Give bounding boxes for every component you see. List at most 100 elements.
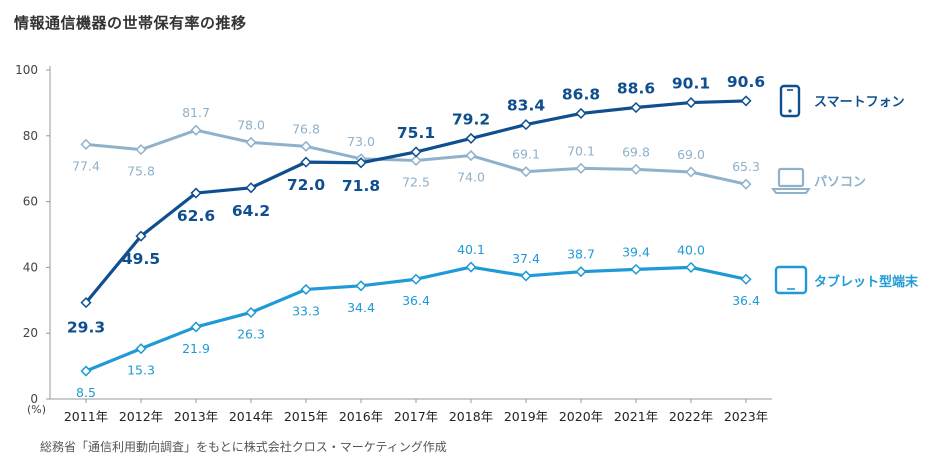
x-tick-label: 2018年 (449, 409, 493, 424)
data-label-pc: 81.7 (182, 105, 210, 120)
data-point-pc (135, 144, 147, 156)
data-point-tablet (190, 321, 202, 333)
data-point-pc (685, 166, 697, 178)
data-point-tablet (575, 266, 587, 278)
data-label-tablet: 34.4 (347, 300, 375, 315)
data-label-smartphone: 75.1 (397, 124, 435, 142)
x-tick-label: 2019年 (504, 409, 548, 424)
tablet-icon (774, 265, 808, 295)
data-point-tablet (465, 261, 477, 273)
y-tick-label: 40 (23, 260, 38, 274)
data-point-tablet (80, 365, 92, 377)
data-label-smartphone: 71.8 (342, 177, 380, 195)
x-tick-label: 2016年 (339, 409, 383, 424)
data-point-tablet (685, 261, 697, 273)
data-point-tablet (135, 343, 147, 355)
data-point-tablet (355, 280, 367, 292)
x-tick-label: 2021年 (614, 409, 658, 424)
data-label-smartphone: 72.0 (287, 176, 325, 194)
data-point-smartphone (135, 230, 147, 242)
data-label-smartphone: 88.6 (617, 80, 655, 98)
data-label-tablet: 26.3 (237, 326, 265, 341)
y-tick-label: 20 (23, 326, 38, 340)
y-tick-label: 100 (15, 63, 38, 77)
data-label-smartphone: 79.2 (452, 110, 490, 128)
data-point-tablet (520, 270, 532, 282)
data-label-pc: 65.3 (732, 159, 760, 174)
data-point-smartphone (300, 156, 312, 168)
legend-label-smartphone: スマートフォン (814, 95, 905, 110)
data-label-pc: 72.5 (402, 174, 430, 189)
data-label-pc: 70.1 (567, 143, 595, 158)
data-label-smartphone: 90.6 (727, 73, 765, 91)
x-tick-label: 2017年 (394, 409, 438, 424)
data-label-tablet: 36.4 (402, 293, 430, 308)
data-label-smartphone: 49.5 (122, 250, 160, 268)
data-point-smartphone (465, 132, 477, 144)
data-point-pc (520, 166, 532, 178)
data-label-pc: 75.8 (127, 164, 155, 179)
laptop-icon (771, 167, 811, 194)
data-point-pc (630, 163, 642, 175)
data-label-tablet: 40.1 (457, 242, 485, 257)
source-note: 総務省「通信利用動向調査」をもとに株式会社クロス・マーケティング作成 (40, 440, 447, 454)
data-label-pc: 77.4 (72, 158, 100, 173)
data-point-pc (465, 149, 477, 162)
data-label-smartphone: 64.2 (232, 202, 270, 220)
chart-title: 情報通信機器の世帯保有率の推移 (14, 14, 247, 32)
data-point-smartphone (245, 182, 257, 194)
data-point-pc (80, 138, 92, 150)
data-point-tablet (410, 273, 422, 285)
y-tick-label: 0 (30, 392, 38, 406)
data-point-tablet (245, 306, 257, 319)
data-label-tablet: 39.4 (622, 244, 650, 259)
data-label-smartphone: 90.1 (672, 75, 710, 93)
x-tick-label: 2023年 (724, 409, 768, 424)
data-label-smartphone: 62.6 (177, 207, 215, 225)
smartphone-icon (779, 84, 801, 118)
data-point-smartphone (410, 146, 422, 158)
legend-label-tablet: タブレット型端末 (814, 274, 919, 290)
data-point-smartphone (740, 95, 752, 107)
data-label-pc: 69.0 (677, 147, 705, 162)
data-point-pc (740, 178, 752, 190)
data-label-smartphone: 83.4 (507, 97, 545, 115)
data-label-smartphone: 29.3 (67, 319, 105, 337)
data-point-smartphone (575, 107, 587, 119)
x-tick-label: 2015年 (284, 409, 328, 424)
data-point-pc (245, 136, 257, 148)
legend-label-pc: パソコン (814, 175, 866, 190)
data-label-pc: 76.8 (292, 121, 320, 136)
data-label-pc: 69.8 (622, 144, 650, 159)
data-point-smartphone (685, 97, 697, 109)
data-point-smartphone (630, 101, 642, 114)
data-label-tablet: 36.4 (732, 293, 760, 308)
data-label-pc: 74.0 (457, 170, 485, 185)
data-point-smartphone (190, 187, 202, 199)
y-tick-label: 60 (23, 195, 38, 209)
data-point-pc (300, 140, 312, 152)
y-tick-label: 80 (23, 129, 38, 143)
data-label-smartphone: 86.8 (562, 85, 600, 103)
data-point-smartphone (355, 157, 367, 169)
x-tick-label: 2011年 (64, 409, 108, 424)
x-tick-label: 2013年 (174, 409, 218, 424)
data-label-tablet: 40.0 (677, 242, 705, 257)
y-unit-label: (%) (27, 403, 46, 416)
data-point-smartphone (520, 119, 532, 131)
data-label-tablet: 38.7 (567, 247, 595, 262)
data-label-tablet: 15.3 (127, 363, 155, 378)
data-point-pc (410, 154, 422, 167)
x-tick-label: 2022年 (669, 409, 713, 424)
data-label-tablet: 33.3 (292, 303, 320, 318)
x-tick-label: 2014年 (229, 409, 273, 424)
data-label-tablet: 21.9 (182, 341, 210, 356)
data-point-pc (190, 124, 202, 136)
data-label-pc: 69.1 (512, 147, 540, 162)
data-label-pc: 78.0 (237, 117, 265, 132)
data-point-smartphone (80, 297, 92, 309)
data-point-tablet (630, 263, 642, 275)
data-point-pc (575, 162, 587, 174)
data-label-tablet: 8.5 (76, 385, 96, 400)
data-point-tablet (740, 273, 752, 285)
